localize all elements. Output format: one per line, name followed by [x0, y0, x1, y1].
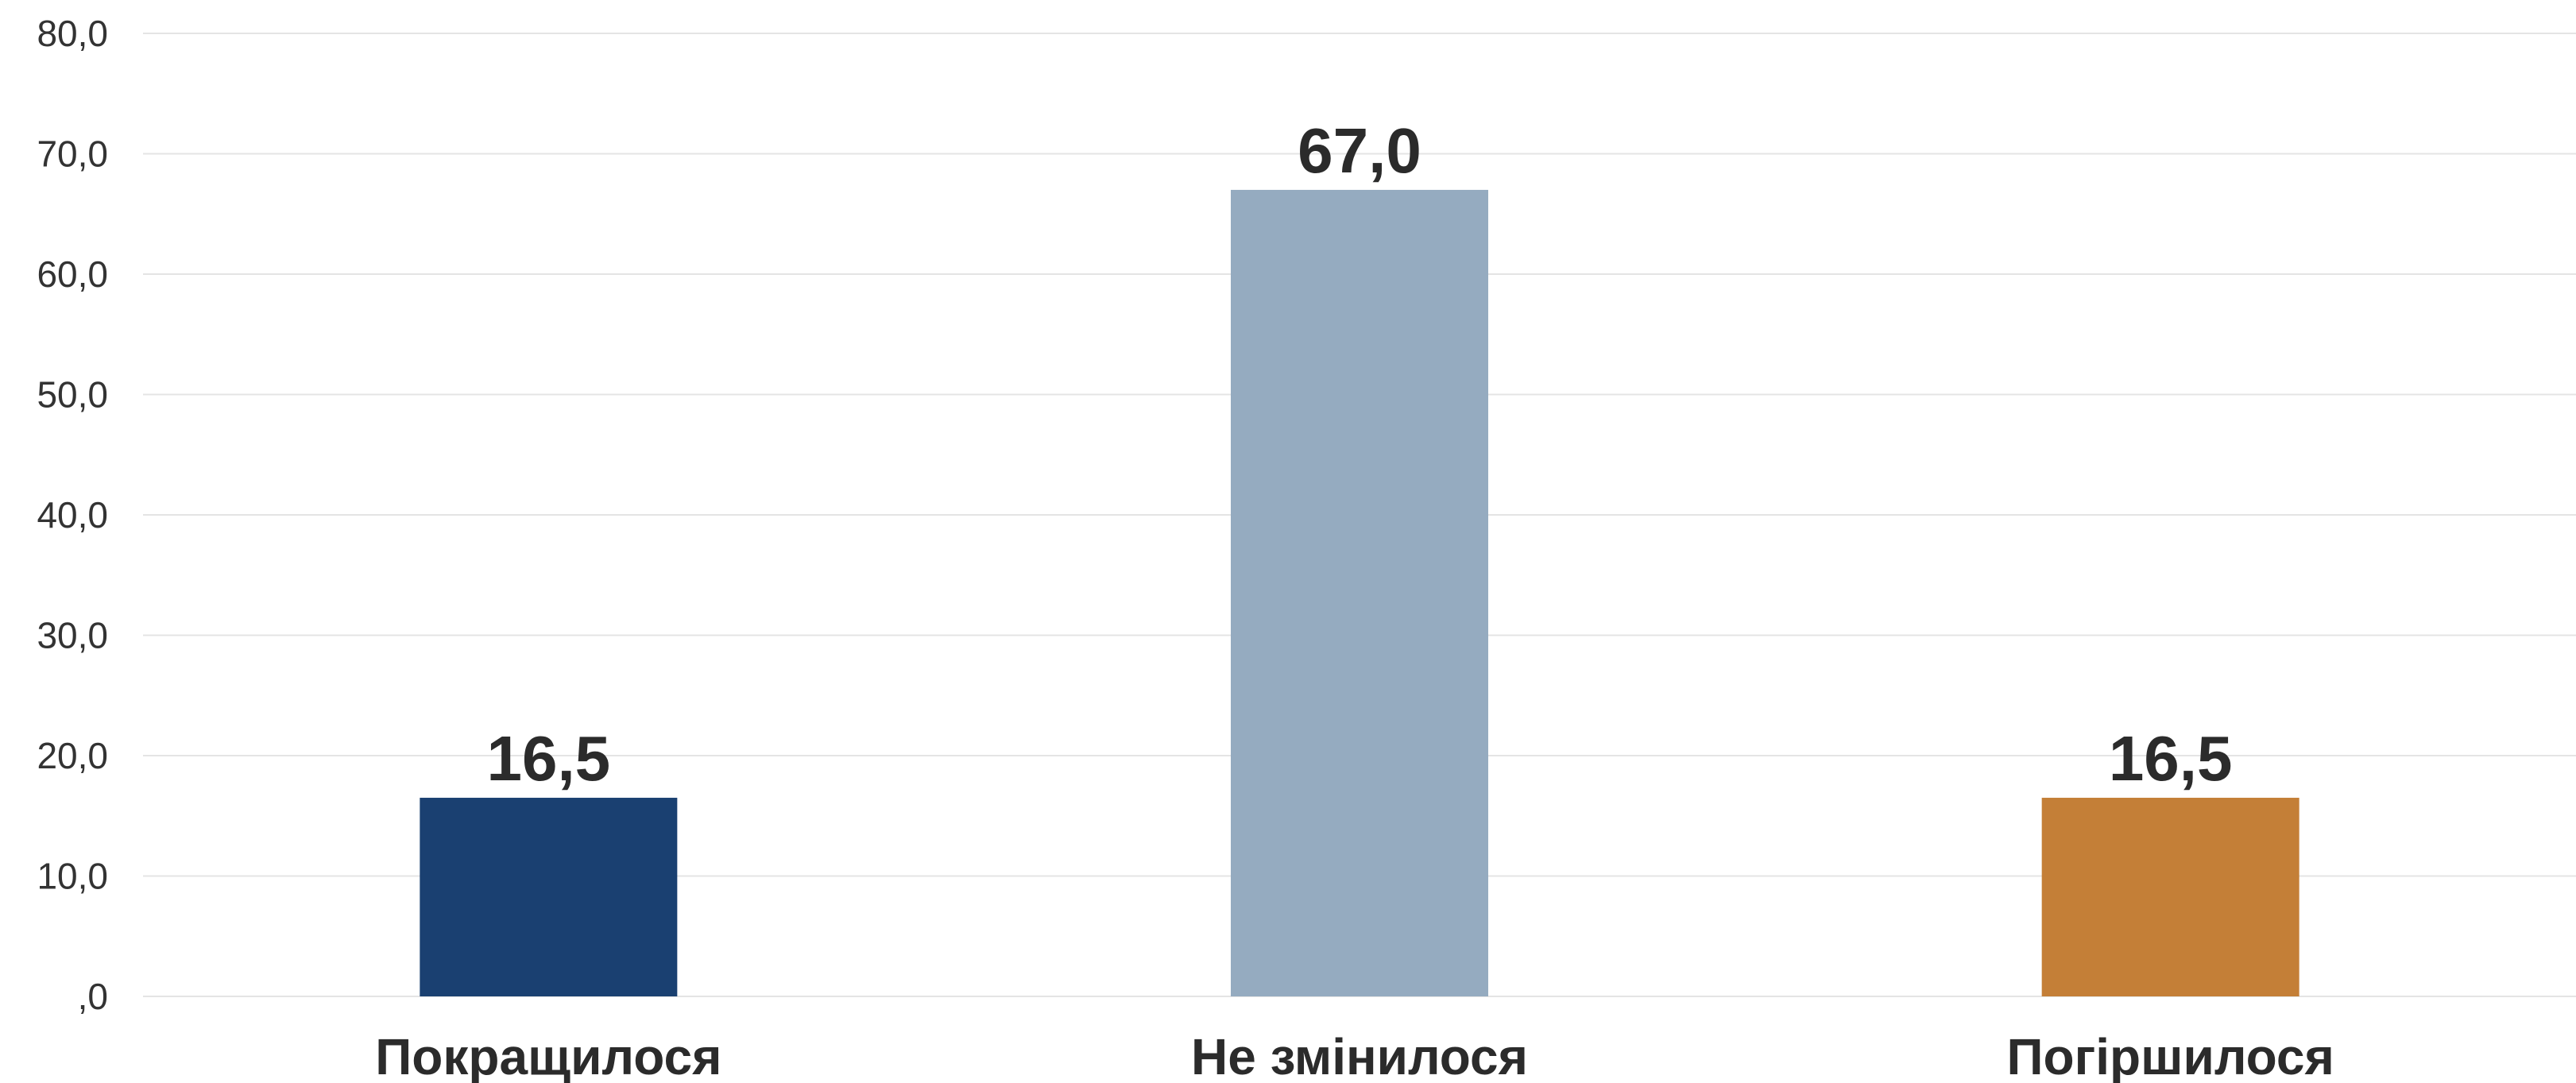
y-tick-label: ,0	[78, 976, 108, 1017]
bar-3	[2041, 798, 2299, 996]
y-tick-label: 60,0	[37, 253, 108, 295]
data-label: 67,0	[1298, 115, 1421, 186]
y-tick-label: 20,0	[37, 735, 108, 776]
category-label: Погіршилося	[2007, 1028, 2334, 1083]
category-label: Не змінилося	[1191, 1028, 1528, 1083]
y-axis-tick-labels: ,0 10,0 20,0 30,0 40,0 50,0 60,0 70,0 80,0	[37, 13, 108, 1017]
category-labels: Покращилося Не змінилося Погіршилося	[375, 1028, 2334, 1083]
data-label: 16,5	[2109, 723, 2233, 794]
bar-1	[420, 798, 678, 996]
y-tick-label: 30,0	[37, 615, 108, 656]
data-labels: 16,5 67,0 16,5	[486, 115, 2232, 794]
y-tick-label: 40,0	[37, 494, 108, 536]
y-tick-label: 10,0	[37, 856, 108, 897]
y-tick-label: 50,0	[37, 374, 108, 416]
data-label: 16,5	[486, 723, 610, 794]
y-tick-label: 70,0	[37, 133, 108, 175]
bar-2	[1231, 189, 1488, 996]
category-label: Покращилося	[375, 1028, 721, 1083]
bars	[420, 189, 2299, 996]
y-tick-label: 80,0	[37, 13, 108, 54]
